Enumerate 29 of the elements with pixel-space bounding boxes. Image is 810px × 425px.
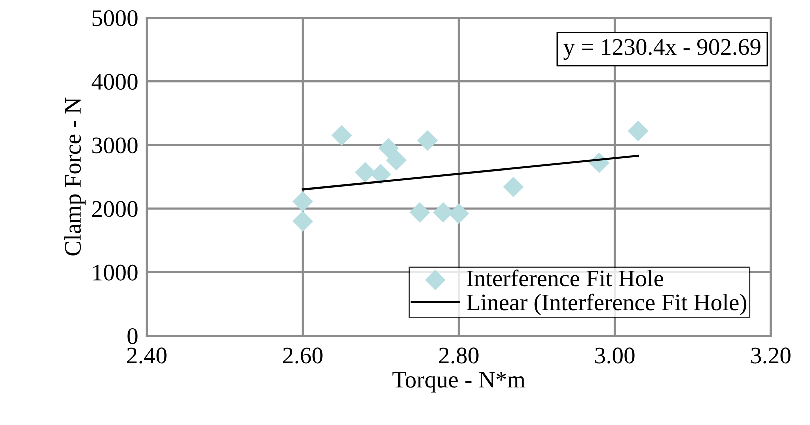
point [628,120,649,142]
point [332,125,352,146]
annotation: y = 1230.4x - 902.69 [564,39,761,60]
point [503,176,524,198]
y-tick-label: 0 [128,328,138,344]
x-tick-label: 3.20 [751,348,791,364]
y-tick-label: 5000 [92,10,138,26]
point [355,162,376,183]
y-tick-label: 2000 [92,201,138,218]
point [292,211,314,232]
legend-label: Linear (Interference Fit Hole) [466,294,746,316]
y-tick-label: 4000 [92,74,138,90]
point [418,130,438,152]
x-axis-title: Torque - N*m [392,372,526,393]
y-axis-title: Clamp Force - N [64,98,86,256]
x-tick-label: 2.60 [283,348,323,364]
point [433,202,454,223]
point [448,204,470,224]
x-tick-label: 3.00 [595,348,635,364]
point [386,150,407,171]
point [378,138,400,159]
point [292,192,314,212]
legend-label: Interference Fit Hole [467,270,664,287]
point [410,202,430,223]
point [370,164,392,185]
y-tick-label: 3000 [92,138,138,154]
y-tick-label: 1000 [94,264,138,281]
x-tick-label: 2.40 [127,348,167,364]
x-tick-label: 2.80 [439,348,479,364]
